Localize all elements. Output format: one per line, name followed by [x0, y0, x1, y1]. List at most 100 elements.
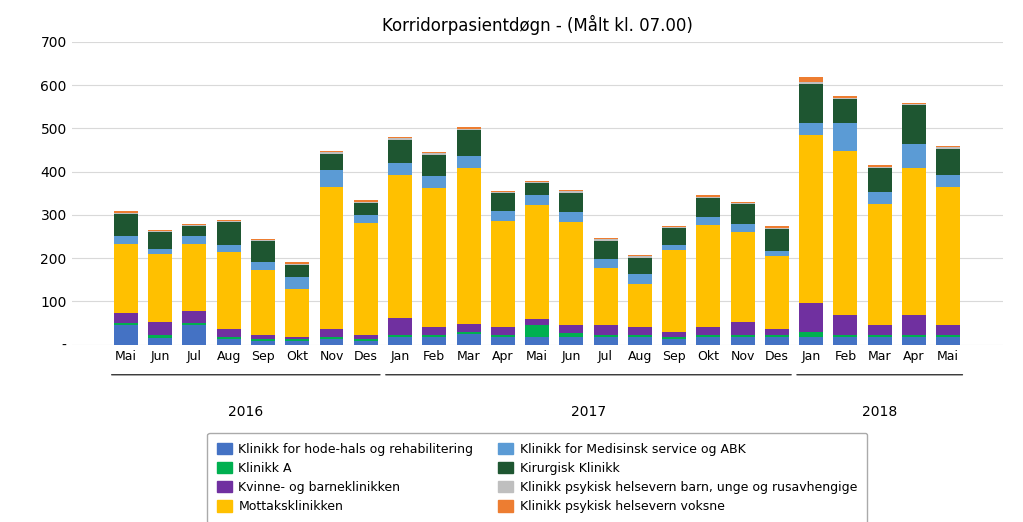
Bar — [765, 337, 789, 345]
Bar — [285, 337, 309, 339]
Bar — [765, 251, 789, 256]
Bar — [868, 192, 892, 204]
Bar — [182, 311, 207, 323]
Bar — [868, 325, 892, 335]
Bar — [730, 337, 755, 345]
Bar — [697, 217, 720, 225]
Bar — [628, 255, 652, 256]
Bar — [799, 303, 824, 331]
Bar — [593, 325, 618, 335]
Bar — [697, 225, 720, 327]
Bar — [456, 127, 481, 129]
Bar — [593, 268, 618, 325]
Bar — [765, 256, 789, 329]
Bar — [148, 230, 172, 231]
Bar — [697, 195, 720, 197]
Bar — [662, 337, 686, 339]
Bar — [285, 339, 309, 341]
Bar — [148, 338, 172, 345]
Bar — [456, 331, 481, 334]
Bar — [799, 77, 824, 82]
Bar — [560, 333, 583, 337]
Bar — [628, 256, 652, 257]
Bar — [936, 187, 961, 325]
Bar — [834, 98, 857, 99]
Bar — [799, 123, 824, 135]
Text: 2016: 2016 — [228, 405, 264, 419]
Bar — [217, 245, 240, 253]
Bar — [422, 155, 446, 176]
Bar — [834, 315, 857, 335]
Bar — [285, 341, 309, 345]
Text: 2017: 2017 — [571, 405, 606, 419]
Text: 2018: 2018 — [862, 405, 897, 419]
Bar — [697, 197, 720, 198]
Bar — [628, 335, 652, 337]
Bar — [902, 104, 926, 105]
Bar — [456, 324, 481, 331]
Bar — [491, 327, 515, 335]
Bar — [319, 151, 344, 152]
Bar — [525, 319, 549, 325]
Bar — [148, 249, 172, 254]
Legend: Klinikk for hode-hals og rehabilitering, Klinikk A, Kvinne- og barneklinikken, M: Klinikk for hode-hals og rehabilitering,… — [207, 433, 868, 522]
Bar — [319, 339, 344, 345]
Bar — [319, 170, 344, 187]
Bar — [251, 339, 275, 341]
Bar — [525, 325, 549, 337]
Bar — [593, 259, 618, 268]
Bar — [182, 224, 207, 225]
Bar — [799, 82, 824, 84]
Bar — [114, 214, 138, 236]
Bar — [422, 152, 446, 153]
Bar — [354, 341, 377, 345]
Bar — [799, 84, 824, 123]
Bar — [834, 99, 857, 123]
Bar — [251, 335, 275, 339]
Bar — [456, 129, 481, 130]
Bar — [388, 318, 412, 335]
Bar — [251, 241, 275, 262]
Bar — [491, 193, 515, 211]
Bar — [730, 232, 755, 323]
Bar — [251, 240, 275, 241]
Bar — [834, 96, 857, 98]
Bar — [456, 130, 481, 156]
Bar — [730, 335, 755, 337]
Bar — [730, 224, 755, 232]
Bar — [662, 226, 686, 227]
Bar — [491, 221, 515, 327]
Bar — [765, 228, 789, 229]
Bar — [354, 339, 377, 341]
Bar — [285, 263, 309, 264]
Bar — [765, 329, 789, 335]
Bar — [148, 231, 172, 232]
Bar — [560, 212, 583, 222]
Bar — [936, 325, 961, 335]
Bar — [217, 221, 240, 222]
Bar — [662, 250, 686, 332]
Bar — [936, 146, 961, 147]
Bar — [491, 211, 515, 221]
Bar — [388, 137, 412, 138]
Bar — [936, 337, 961, 345]
Bar — [456, 168, 481, 324]
Bar — [593, 238, 618, 240]
Bar — [114, 325, 138, 345]
Bar — [388, 139, 412, 163]
Bar — [491, 337, 515, 345]
Bar — [285, 277, 309, 289]
Bar — [868, 335, 892, 337]
Bar — [697, 198, 720, 217]
Bar — [868, 168, 892, 192]
Bar — [388, 163, 412, 175]
Bar — [217, 222, 240, 245]
Bar — [936, 149, 961, 174]
Bar — [319, 154, 344, 170]
Bar — [730, 202, 755, 203]
Bar — [319, 152, 344, 154]
Bar — [662, 228, 686, 245]
Bar — [422, 153, 446, 155]
Bar — [285, 264, 309, 265]
Bar — [662, 245, 686, 250]
